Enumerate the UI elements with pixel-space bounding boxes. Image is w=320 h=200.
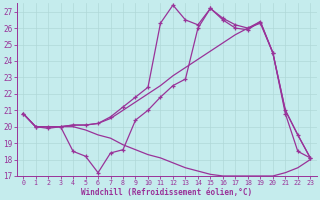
X-axis label: Windchill (Refroidissement éolien,°C): Windchill (Refroidissement éolien,°C) bbox=[81, 188, 252, 197]
